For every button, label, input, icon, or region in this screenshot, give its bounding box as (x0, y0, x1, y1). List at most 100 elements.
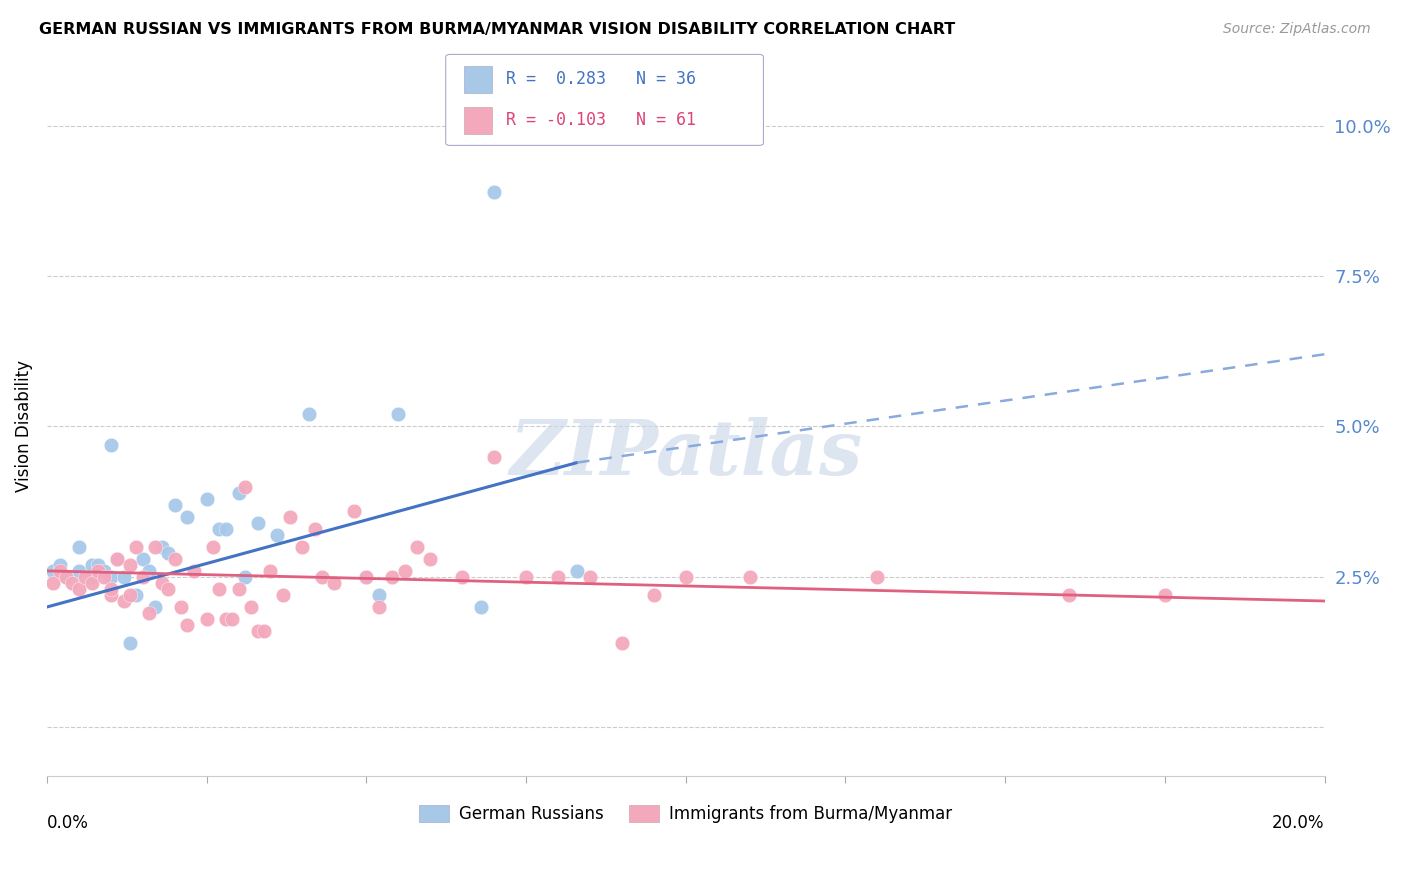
Point (368, 588, 391, 602)
Point (610, 636, 633, 650)
Point (221, 612, 243, 626)
Point (482, 450, 505, 464)
Point (55, 570, 77, 584)
Point (100, 588, 122, 602)
Point (1057, 588, 1080, 602)
Point (93, 564, 115, 578)
Point (170, 600, 193, 615)
Point (132, 552, 155, 566)
Point (138, 606, 160, 620)
Point (208, 582, 231, 596)
Point (228, 582, 250, 596)
Point (266, 528, 288, 542)
Point (48, 564, 70, 578)
Point (87, 564, 110, 578)
Point (100, 437, 122, 451)
Point (150, 540, 173, 554)
Point (342, 504, 364, 518)
Point (470, 600, 492, 615)
Point (48, 558, 70, 572)
Point (675, 570, 697, 584)
Point (1153, 588, 1175, 602)
Text: Source: ZipAtlas.com: Source: ZipAtlas.com (1223, 22, 1371, 37)
Y-axis label: Vision Disability: Vision Disability (15, 360, 32, 492)
Point (100, 570, 122, 584)
Point (368, 600, 391, 615)
Point (406, 540, 429, 554)
Point (67, 540, 90, 554)
Point (125, 540, 148, 554)
Point (112, 594, 135, 608)
Point (253, 624, 276, 638)
Point (62, 576, 84, 591)
Point (201, 540, 224, 554)
Point (271, 588, 294, 602)
Point (125, 588, 148, 602)
Point (419, 552, 441, 566)
Point (381, 570, 404, 584)
Point (176, 618, 198, 632)
Point (394, 564, 416, 578)
Point (42, 564, 65, 578)
Point (67, 582, 90, 596)
Point (298, 408, 321, 422)
Point (55, 570, 77, 584)
Point (80, 558, 103, 572)
Point (100, 582, 122, 596)
Point (75, 570, 97, 584)
Text: ZIPatlas: ZIPatlas (509, 417, 862, 491)
Point (579, 570, 602, 584)
Point (118, 588, 141, 602)
Point (118, 558, 141, 572)
Point (291, 540, 314, 554)
Point (163, 498, 186, 512)
Point (233, 480, 256, 494)
Legend: German Russians, Immigrants from Burma/Myanmar: German Russians, Immigrants from Burma/M… (412, 798, 959, 830)
Point (240, 600, 263, 615)
Point (132, 570, 155, 584)
Point (195, 612, 218, 626)
Point (67, 564, 90, 578)
Point (515, 570, 537, 584)
Point (228, 485, 250, 500)
Point (195, 491, 218, 506)
Point (356, 570, 378, 584)
Point (311, 570, 333, 584)
Point (643, 588, 665, 602)
Text: R = -0.103   N = 61: R = -0.103 N = 61 (506, 112, 696, 129)
Point (356, 570, 378, 584)
Point (163, 552, 186, 566)
Text: 0.0%: 0.0% (46, 814, 89, 832)
Point (112, 570, 135, 584)
Point (278, 509, 301, 524)
Point (304, 522, 326, 536)
Point (565, 564, 588, 578)
Point (42, 576, 65, 591)
Point (246, 516, 269, 530)
Point (80, 570, 103, 584)
Text: GERMAN RUSSIAN VS IMMIGRANTS FROM BURMA/MYANMAR VISION DISABILITY CORRELATION CH: GERMAN RUSSIAN VS IMMIGRANTS FROM BURMA/… (39, 22, 956, 37)
Point (482, 185, 505, 199)
Point (176, 509, 198, 524)
Point (323, 576, 346, 591)
Point (87, 558, 110, 572)
Point (183, 564, 205, 578)
Point (387, 408, 409, 422)
Point (150, 576, 173, 591)
Point (233, 570, 256, 584)
Point (105, 552, 128, 566)
Point (105, 552, 128, 566)
Point (215, 612, 238, 626)
Point (157, 582, 180, 596)
Point (208, 522, 231, 536)
Point (451, 570, 474, 584)
Point (215, 522, 238, 536)
Text: 20.0%: 20.0% (1272, 814, 1324, 832)
Point (118, 636, 141, 650)
Point (138, 564, 160, 578)
Point (145, 600, 167, 615)
Point (866, 570, 889, 584)
Point (80, 576, 103, 591)
Point (145, 540, 167, 554)
Point (93, 570, 115, 584)
